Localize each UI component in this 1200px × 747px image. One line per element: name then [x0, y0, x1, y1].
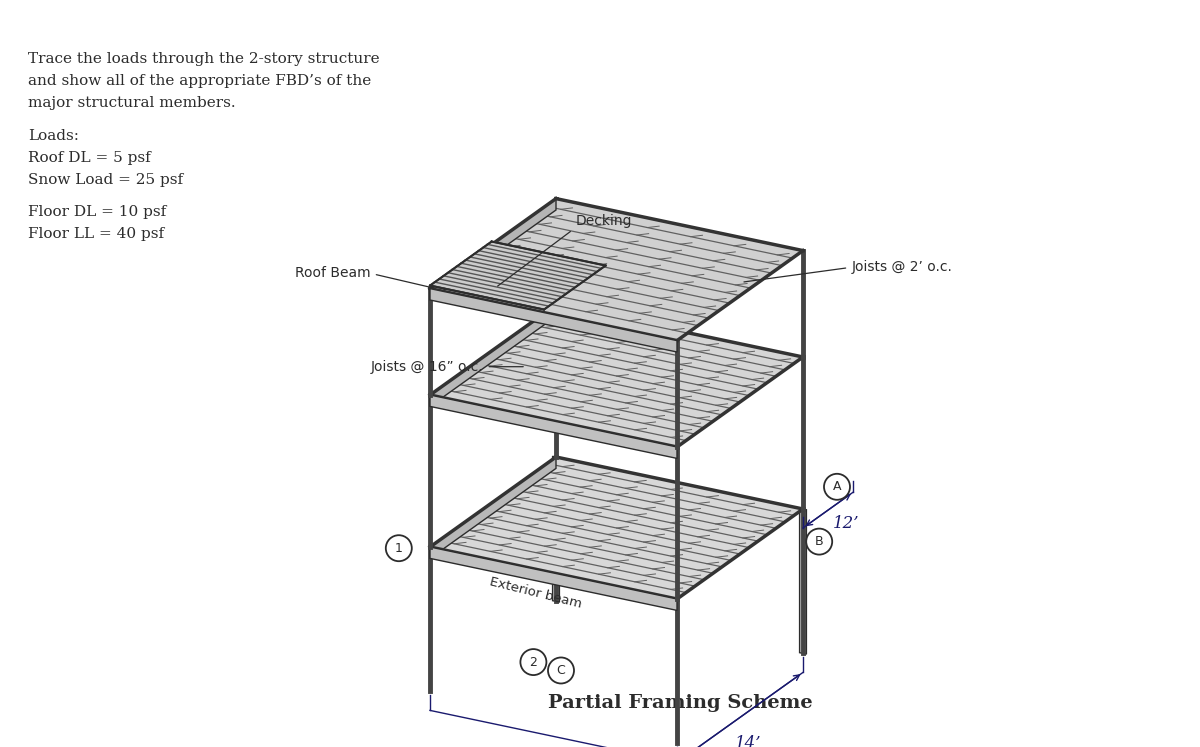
Circle shape — [824, 474, 850, 500]
Text: major structural members.: major structural members. — [28, 96, 235, 110]
Text: Floor LL = 40 psf: Floor LL = 40 psf — [28, 227, 164, 241]
Polygon shape — [430, 199, 803, 341]
Text: 1: 1 — [395, 542, 403, 555]
Text: Joists @ 16” o.c.: Joists @ 16” o.c. — [371, 360, 523, 374]
Text: Snow Load = 25 psf: Snow Load = 25 psf — [28, 173, 184, 187]
Text: 12’: 12’ — [833, 515, 859, 532]
Text: Loads:: Loads: — [28, 129, 79, 143]
Polygon shape — [430, 457, 803, 599]
Circle shape — [548, 657, 574, 684]
Text: 14’: 14’ — [734, 735, 761, 747]
Circle shape — [521, 649, 546, 675]
Circle shape — [806, 529, 833, 554]
Polygon shape — [430, 199, 556, 300]
Text: Roof Beam: Roof Beam — [295, 267, 432, 288]
Polygon shape — [799, 508, 806, 654]
Polygon shape — [552, 456, 559, 602]
Polygon shape — [430, 305, 803, 447]
Text: A: A — [833, 480, 841, 493]
Polygon shape — [430, 241, 606, 309]
Text: and show all of the appropriate FBD’s of the: and show all of the appropriate FBD’s of… — [28, 74, 371, 88]
Text: Trace the loads through the 2-story structure: Trace the loads through the 2-story stru… — [28, 52, 379, 66]
Text: Exterior beam: Exterior beam — [487, 574, 583, 610]
Polygon shape — [430, 547, 677, 610]
Text: Joists @ 2’ o.c.: Joists @ 2’ o.c. — [744, 260, 952, 282]
Text: B: B — [815, 535, 823, 548]
Text: 2: 2 — [529, 656, 538, 669]
Text: C: C — [557, 664, 565, 677]
Polygon shape — [430, 457, 556, 559]
Polygon shape — [430, 288, 677, 352]
Circle shape — [386, 535, 412, 561]
Text: Decking: Decking — [498, 214, 632, 286]
Text: Floor DL = 10 psf: Floor DL = 10 psf — [28, 205, 167, 219]
Polygon shape — [430, 395, 677, 459]
Text: Roof DL = 5 psf: Roof DL = 5 psf — [28, 151, 151, 165]
Text: Partial Framing Scheme: Partial Framing Scheme — [547, 694, 812, 712]
Polygon shape — [430, 305, 556, 406]
